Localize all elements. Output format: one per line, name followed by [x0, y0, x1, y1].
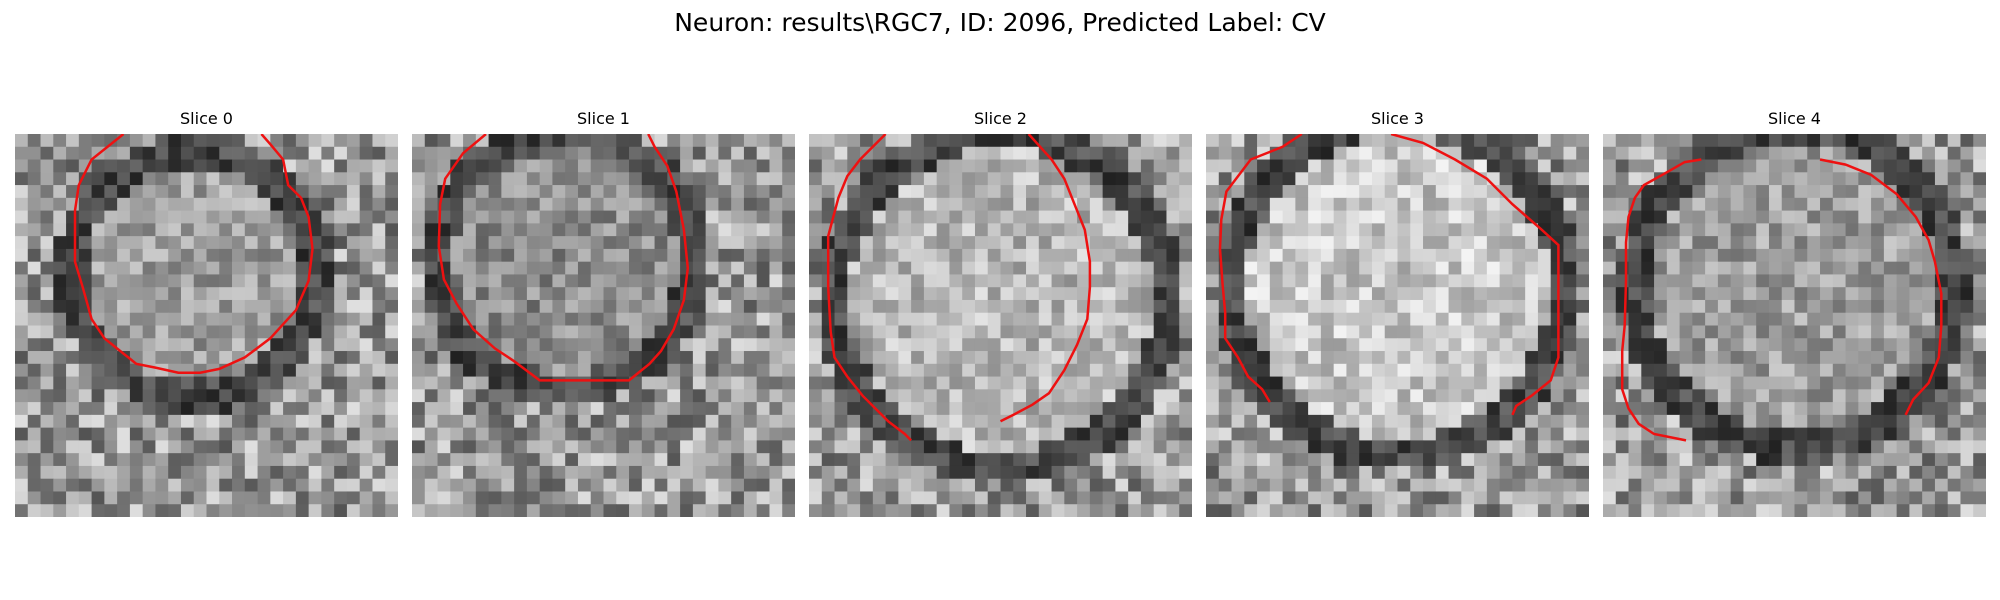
- contour-line-right-2: [999, 134, 1092, 423]
- slice-panel-3: Slice 3: [1206, 0, 1589, 600]
- contour-line-right-4: [1819, 158, 1943, 416]
- contour-line-1: [437, 134, 690, 382]
- slice-panel-4: Slice 4: [1603, 0, 1986, 600]
- slice-image-1: [412, 134, 795, 517]
- slice-panel-2: Slice 2: [809, 0, 1192, 600]
- slice-panel-1: Slice 1: [412, 0, 795, 600]
- slice-title-1: Slice 1: [577, 109, 630, 128]
- contour-line-2: [826, 134, 912, 442]
- contour-line-right-3: [1390, 134, 1560, 416]
- slice-image-4: [1603, 134, 1986, 517]
- pixel-grid-2: [809, 134, 1192, 517]
- contour-line-0: [73, 134, 314, 374]
- slice-title-4: Slice 4: [1768, 109, 1821, 128]
- pixel-grid-4: [1603, 134, 1986, 517]
- slice-title-3: Slice 3: [1371, 109, 1424, 128]
- slice-image-0: [15, 134, 398, 517]
- pixel-grid-1: [412, 134, 795, 517]
- slice-title-0: Slice 0: [180, 109, 233, 128]
- contour-line-3: [1218, 134, 1303, 403]
- slice-panel-0: Slice 0: [15, 0, 398, 600]
- slice-image-3: [1206, 134, 1589, 517]
- contour-line-4: [1620, 158, 1702, 442]
- pixel-grid-3: [1206, 134, 1589, 517]
- pixel-grid-0: [15, 134, 398, 517]
- slice-image-2: [809, 134, 1192, 517]
- figure-title: Neuron: results\RGC7, ID: 2096, Predicte…: [674, 8, 1326, 37]
- slice-title-2: Slice 2: [974, 109, 1027, 128]
